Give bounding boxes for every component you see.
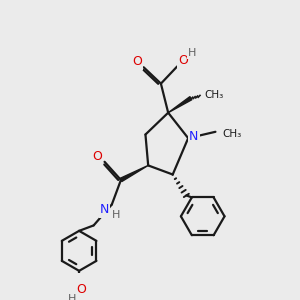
Text: O: O — [132, 55, 142, 68]
Text: CH₃: CH₃ — [205, 90, 224, 100]
Text: H: H — [188, 48, 196, 58]
Polygon shape — [120, 165, 148, 182]
Text: N: N — [100, 203, 109, 217]
Polygon shape — [168, 97, 192, 113]
Text: H: H — [112, 209, 121, 220]
Text: N: N — [189, 130, 198, 143]
Text: O: O — [92, 150, 102, 163]
Text: H: H — [68, 294, 76, 300]
Text: O: O — [178, 54, 188, 68]
Text: O: O — [76, 284, 86, 296]
Text: CH₃: CH₃ — [223, 129, 242, 139]
